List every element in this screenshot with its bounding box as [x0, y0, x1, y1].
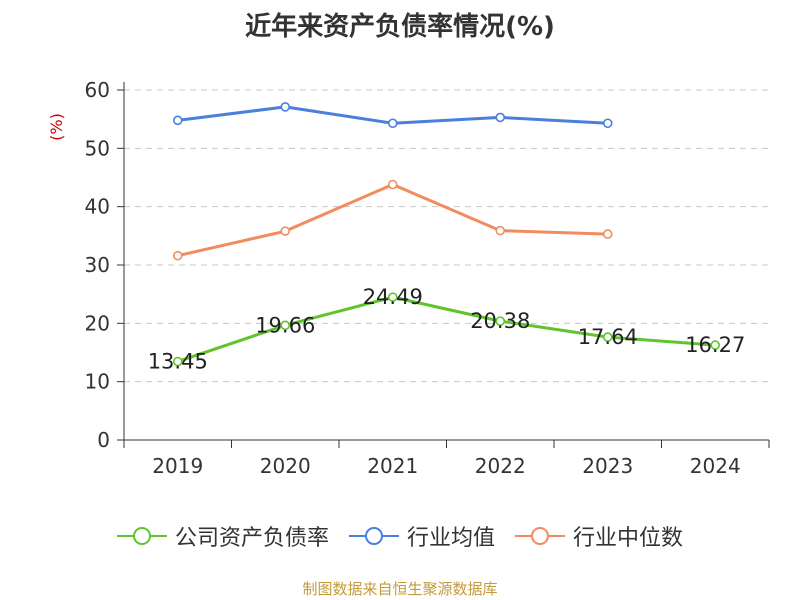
y-tick-label: 40 [85, 195, 110, 219]
data-labels: 13.45 19.66 24.49 20.38 17.64 16.27 [148, 285, 746, 373]
data-label: 20.38 [470, 309, 530, 333]
series-line-company [177, 295, 716, 363]
data-label: 13.45 [148, 350, 208, 374]
axes: 0 10 20 30 40 50 60 2019 2020 2021 2022 2023 2024 [85, 78, 770, 478]
legend-item-industry-median[interactable]: 行业中位数 [515, 520, 683, 552]
data-point-company [172, 356, 183, 367]
data-point-avg [602, 118, 613, 129]
x-tick-label: 2022 [475, 454, 526, 478]
y-axis-unit-label: (%) [47, 113, 66, 141]
y-tick-label: 50 [85, 136, 110, 160]
y-tick-label: 30 [85, 253, 110, 277]
x-tick-label: 2021 [367, 454, 418, 478]
grid-lines [124, 89, 769, 383]
y-tick-label: 20 [85, 311, 110, 335]
legend-label-industry-average: 行业均值 [406, 526, 495, 551]
data-point-company [495, 316, 506, 326]
data-point-median [280, 226, 291, 236]
data-label: 17.64 [578, 325, 638, 349]
data-point-median [172, 250, 183, 261]
x-tick-label: 2023 [582, 454, 633, 478]
legend-line-circle-icon [515, 527, 565, 545]
x-tick-label: 2020 [260, 454, 311, 478]
data-point-avg [495, 112, 506, 123]
series-line-median [177, 183, 608, 258]
legend-line-circle-icon [348, 527, 399, 545]
legend: 公司资产负债率 行业均值 行业中位数 [0, 520, 800, 552]
legend-item-industry-average[interactable]: 行业均值 [348, 520, 495, 552]
data-point-median [495, 225, 506, 236]
chart-title: 近年来资产负债率情况(%) [245, 12, 555, 42]
data-point-median [602, 229, 613, 239]
y-tick-label: 60 [85, 78, 110, 102]
legend-label-industry-median: 行业中位数 [573, 526, 684, 551]
data-point-avg [172, 115, 183, 126]
data-point-avg [280, 102, 291, 112]
data-point-company [280, 320, 291, 331]
data-point-company [602, 332, 613, 342]
legend-label-company: 公司资产负债率 [174, 526, 329, 551]
y-tick-label: 10 [85, 370, 110, 394]
data-label: 16.27 [685, 333, 745, 357]
y-tick-label: 0 [97, 428, 110, 452]
series-layer [172, 102, 721, 367]
legend-line-circle-icon [116, 527, 167, 545]
data-point-median [387, 179, 398, 190]
data-point-company [710, 340, 721, 350]
data-point-company [387, 292, 398, 302]
legend-item-company[interactable]: 公司资产负债率 [116, 520, 329, 552]
source-note: 制图数据来自恒生聚源数据库 [302, 580, 498, 598]
x-tick-label: 2024 [690, 454, 741, 478]
data-label: 24.49 [363, 285, 423, 309]
x-tick-label: 2019 [152, 454, 203, 478]
data-label: 19.66 [255, 313, 315, 337]
data-point-avg [387, 118, 398, 129]
